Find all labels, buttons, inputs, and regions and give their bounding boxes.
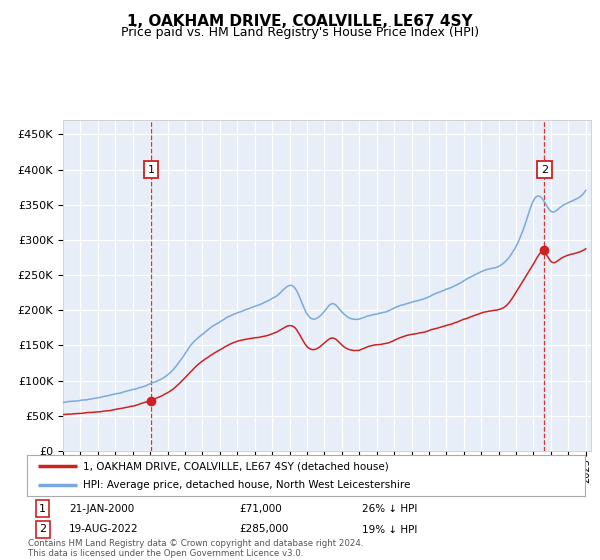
Text: 21-JAN-2000: 21-JAN-2000 [69, 504, 134, 514]
Text: 1: 1 [148, 165, 155, 175]
Text: 19-AUG-2022: 19-AUG-2022 [69, 525, 139, 534]
Text: Contains HM Land Registry data © Crown copyright and database right 2024.
This d: Contains HM Land Registry data © Crown c… [28, 539, 364, 558]
Text: 1: 1 [39, 504, 46, 514]
Text: 2: 2 [39, 525, 46, 534]
Text: HPI: Average price, detached house, North West Leicestershire: HPI: Average price, detached house, Nort… [83, 480, 410, 489]
Text: Price paid vs. HM Land Registry's House Price Index (HPI): Price paid vs. HM Land Registry's House … [121, 26, 479, 39]
Text: 1, OAKHAM DRIVE, COALVILLE, LE67 4SY: 1, OAKHAM DRIVE, COALVILLE, LE67 4SY [127, 14, 473, 29]
Text: 19% ↓ HPI: 19% ↓ HPI [362, 525, 417, 534]
Text: £285,000: £285,000 [239, 525, 289, 534]
Text: 2: 2 [541, 165, 548, 175]
Text: 26% ↓ HPI: 26% ↓ HPI [362, 504, 417, 514]
Text: £71,000: £71,000 [239, 504, 282, 514]
Text: 1, OAKHAM DRIVE, COALVILLE, LE67 4SY (detached house): 1, OAKHAM DRIVE, COALVILLE, LE67 4SY (de… [83, 461, 389, 471]
